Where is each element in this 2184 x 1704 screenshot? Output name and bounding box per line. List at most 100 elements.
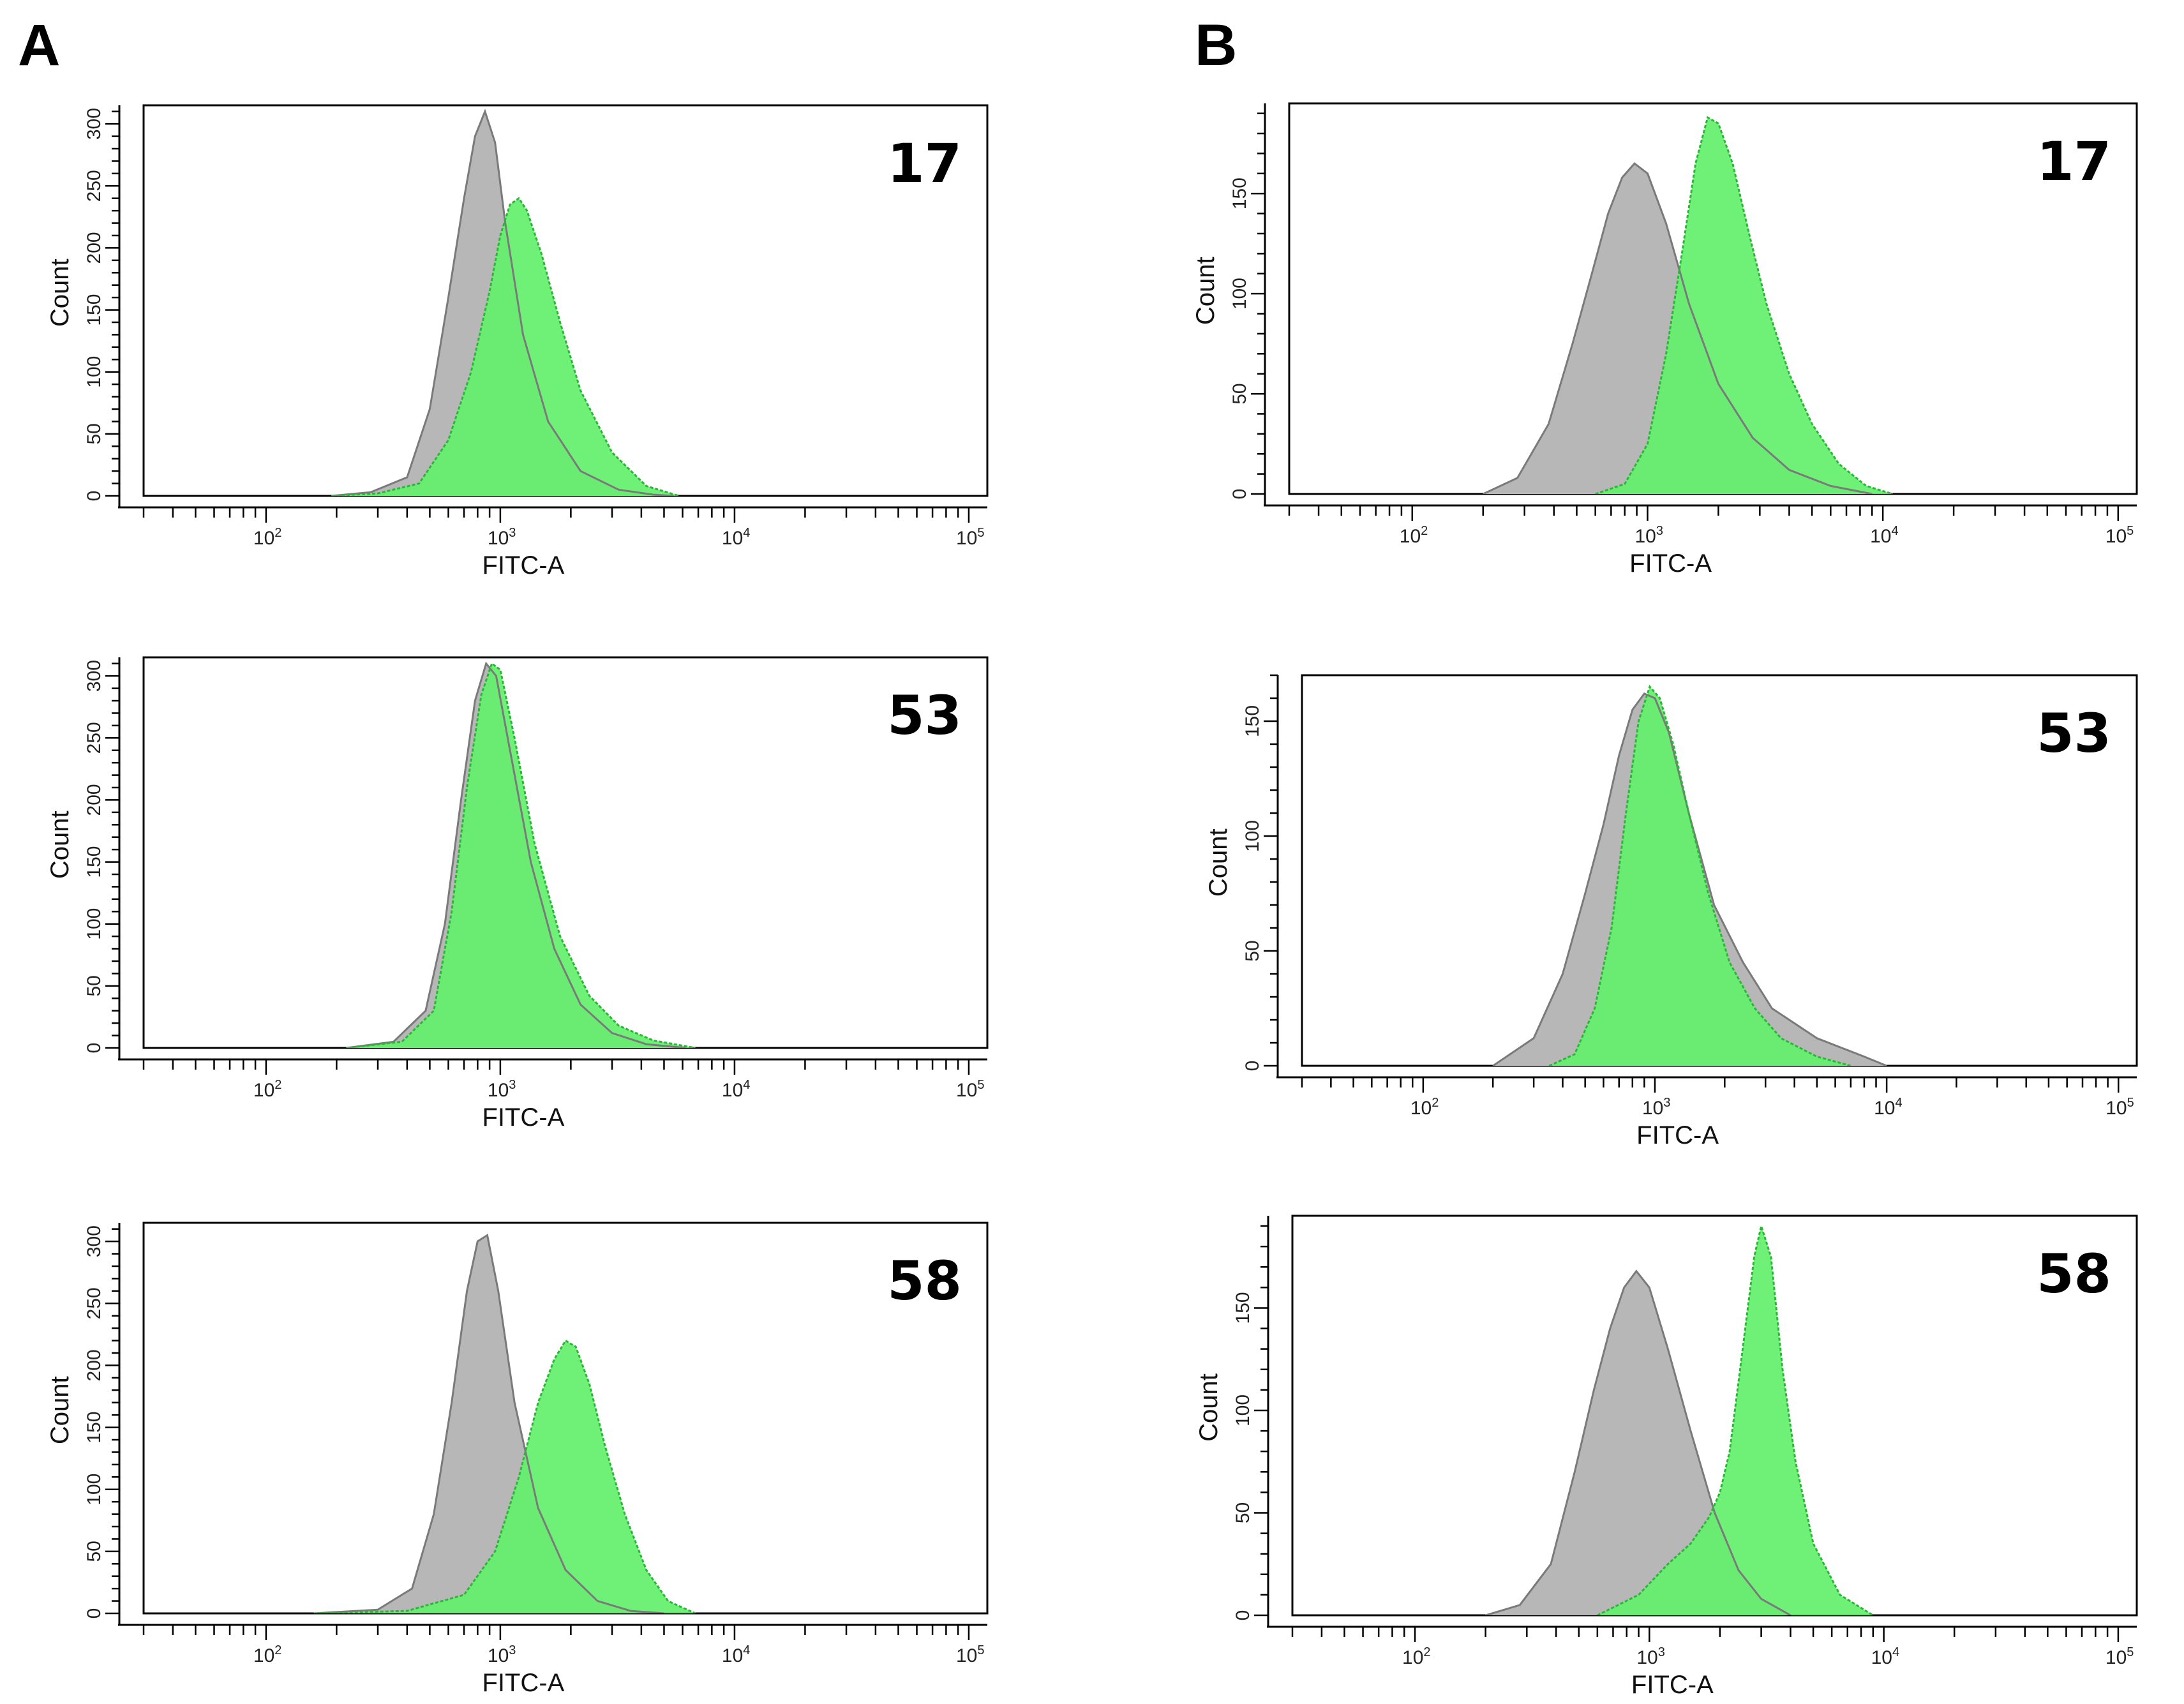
cb1-y-tick-label: 50 (1229, 383, 1250, 404)
cb1-y-tick-label: 0 (1229, 489, 1250, 500)
ca3-y-tick-label: 200 (84, 1349, 105, 1381)
cb3-x-axis-title: FITC-A (1631, 1671, 1714, 1699)
ca3-sample-line (313, 1339, 696, 1613)
ca3-x-tick-label: 105 (956, 1643, 985, 1666)
ca2-x-tick-label: 104 (722, 1078, 751, 1101)
cb1-x-tick-label: 104 (1870, 524, 1899, 547)
ca2-x-tick-label: 102 (253, 1078, 282, 1101)
ca1-x-tick-label: 105 (956, 526, 985, 549)
ca2-sample-line (346, 662, 696, 1048)
ca2-sample-label: 53 (887, 684, 962, 747)
ca2-y-tick-label: 300 (84, 660, 105, 692)
ca3-y-tick-label: 0 (84, 1608, 105, 1619)
ca3-x-tick-label: 102 (253, 1643, 282, 1666)
ca1-x-axis-title: FITC-A (482, 551, 564, 579)
cb1-x-axis-title: FITC-A (1629, 549, 1712, 578)
panel-letter-b: B (1195, 13, 1237, 78)
cb1-y-axis-title: Count (1192, 257, 1220, 325)
cb2-control-line (1492, 692, 1887, 1066)
cb2-chart: 102 103 104 105 FITC-A 0 50 100 150 Count 53 (1204, 674, 2138, 1149)
cb2-sample-area (1549, 687, 1851, 1066)
ca3-control-line (313, 1233, 664, 1613)
ca1-y-axis-title: Count (46, 258, 74, 327)
cb3-y-tick-label: 100 (1232, 1394, 1253, 1426)
cb2-y-tick-label: 150 (1242, 705, 1263, 737)
histogram-plots: 102 103 104 105 FITC-A 0 50 100 150 200 250 300 Coun… (46, 102, 2138, 1699)
cb2-x-tick-label: 105 (2105, 1096, 2134, 1119)
ca2-y-axis-title: Count (46, 811, 74, 879)
ca3-x-tick-label: 103 (488, 1643, 516, 1666)
cb3-y-tick-label: 0 (1232, 1610, 1253, 1621)
ca3-x-tick-label: 104 (722, 1643, 751, 1666)
ca3-y-tick-label: 300 (84, 1225, 105, 1257)
cb3-x-tick-label: 102 (1402, 1645, 1431, 1668)
ca3-y-tick-label: 50 (84, 1541, 105, 1562)
cb1-x-tick-label: 102 (1400, 524, 1428, 547)
ca2-control-line (346, 661, 686, 1048)
ca1-y-tick-label: 200 (84, 232, 105, 264)
cb3-y-tick-label: 150 (1232, 1292, 1253, 1324)
cb1-sample-label: 17 (2037, 130, 2111, 193)
ca3-y-tick-label: 100 (84, 1474, 105, 1506)
ca3-y-tick-label: 150 (84, 1412, 105, 1444)
ca1-x-tick-label: 102 (253, 526, 282, 549)
cb1-x-tick-label: 103 (1634, 524, 1663, 547)
cb3-chart: 102 103 104 105 FITC-A 0 50 100 150 Count 58 (1195, 1214, 2138, 1699)
cb2-sample-line (1548, 685, 1851, 1066)
ca3-y-axis-title: Count (46, 1376, 74, 1444)
ca2-y-tick-label: 0 (84, 1043, 105, 1054)
cb1-chart: 102 103 104 105 FITC-A 0 50 100 150 Count 17 (1192, 102, 2138, 578)
ca1-y-tick-label: 150 (84, 294, 105, 326)
ca2-y-tick-label: 50 (84, 975, 105, 996)
cb2-y-tick-label: 50 (1242, 940, 1263, 961)
ca1-x-tick-label: 104 (722, 526, 751, 549)
ca1-y-tick-label: 300 (84, 108, 105, 140)
ca1-y-tick-label: 250 (84, 170, 105, 202)
cb3-sample-line (1597, 1222, 1874, 1615)
ca2-y-tick-label: 200 (84, 784, 105, 816)
cb1-sample-line (1595, 116, 1893, 494)
cb3-y-tick-label: 50 (1232, 1502, 1253, 1523)
ca1-y-tick-label: 100 (84, 356, 105, 388)
ca1-sample-line (331, 197, 680, 496)
cb3-x-tick-label: 103 (1636, 1645, 1665, 1668)
cb2-x-tick-label: 103 (1642, 1096, 1671, 1119)
cb2-y-axis-title: Count (1204, 828, 1232, 897)
ca2-x-axis-title: FITC-A (482, 1103, 564, 1132)
ca1-y-tick-label: 50 (84, 423, 105, 444)
cb3-y-axis-title: Count (1195, 1373, 1223, 1442)
ca1-chart: 102 103 104 105 FITC-A 0 50 100 150 200 250 300 Coun… (46, 104, 989, 579)
cb3-x-tick-label: 105 (2105, 1645, 2134, 1668)
ca1-sample-area (331, 198, 680, 496)
cb2-y-tick-label: 100 (1242, 820, 1263, 852)
ca2-x-tick-label: 103 (488, 1078, 516, 1101)
cb2-sample-label: 53 (2037, 702, 2111, 765)
panel-letter-a: A (18, 13, 60, 78)
cb3-x-tick-label: 104 (1871, 1645, 1900, 1668)
ca2-y-tick-label: 100 (84, 908, 105, 940)
cb2-x-tick-label: 104 (1874, 1096, 1903, 1119)
cb1-x-tick-label: 105 (2105, 524, 2134, 547)
cb3-sample-label: 58 (2037, 1243, 2111, 1305)
ca1-control-line (331, 108, 674, 496)
ca3-chart: 102 103 104 105 FITC-A 0 50 100 150 200 250 300 Coun… (46, 1222, 989, 1697)
cb2-x-tick-label: 102 (1410, 1096, 1439, 1119)
ca1-y-tick-label: 0 (84, 491, 105, 502)
ca2-x-tick-label: 105 (956, 1078, 985, 1101)
ca3-sample-area (313, 1340, 696, 1613)
cb1-control-line (1483, 162, 1873, 494)
cb3-control-line (1485, 1269, 1791, 1615)
cb1-sample-area (1595, 117, 1893, 494)
ca2-y-tick-label: 150 (84, 846, 105, 878)
cb2-x-axis-title: FITC-A (1636, 1121, 1719, 1149)
ca3-control-area (313, 1235, 664, 1613)
cb2-y-tick-label: 0 (1242, 1061, 1263, 1072)
ca3-y-tick-label: 250 (84, 1287, 105, 1319)
cb3-sample-area (1597, 1226, 1873, 1615)
ca3-sample-label: 58 (887, 1250, 962, 1312)
ca1-sample-label: 17 (887, 132, 962, 195)
cb1-y-tick-label: 150 (1229, 177, 1250, 209)
ca1-x-tick-label: 103 (488, 526, 516, 549)
ca3-x-axis-title: FITC-A (482, 1669, 564, 1697)
